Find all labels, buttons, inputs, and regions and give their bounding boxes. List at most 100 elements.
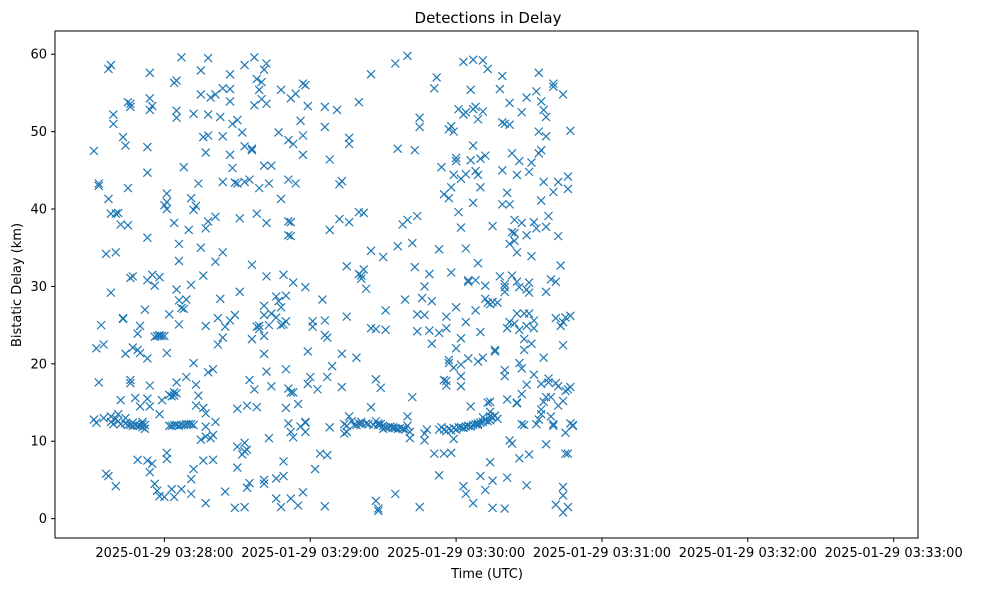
data-point: [553, 231, 563, 241]
data-point: [475, 327, 485, 337]
data-point: [475, 471, 485, 481]
data-point: [145, 68, 155, 78]
data-point: [366, 402, 376, 412]
data-point: [125, 378, 135, 388]
data-point: [352, 353, 361, 363]
data-point: [300, 427, 310, 437]
data-point: [300, 282, 310, 292]
data-point: [456, 333, 466, 343]
data-point: [366, 246, 376, 256]
data-point: [104, 64, 113, 74]
data-point: [240, 502, 250, 512]
data-point: [286, 388, 296, 397]
data-point: [298, 487, 308, 497]
data-point: [478, 107, 488, 116]
data-point: [471, 166, 480, 176]
data-point: [208, 430, 218, 440]
data-point: [164, 309, 174, 319]
data-point: [461, 317, 471, 327]
data-point: [466, 155, 476, 165]
data-point: [313, 384, 322, 394]
data-point: [276, 85, 286, 95]
data-point: [249, 100, 259, 110]
data-point: [252, 74, 262, 84]
data-point: [558, 482, 568, 492]
data-point: [196, 90, 206, 99]
y-tick-label: 60: [30, 48, 47, 63]
data-point: [232, 442, 242, 452]
data-point: [281, 316, 291, 326]
data-point: [551, 277, 561, 287]
data-point: [371, 496, 381, 506]
data-point: [201, 432, 211, 442]
data-point: [140, 305, 150, 315]
data-point: [466, 85, 476, 95]
data-point: [544, 377, 553, 387]
data-point: [145, 381, 155, 390]
data-point: [500, 279, 510, 289]
data-point: [225, 97, 235, 106]
data-point: [232, 404, 242, 414]
data-point: [123, 220, 133, 230]
data-point: [230, 178, 240, 188]
data-point: [342, 261, 352, 271]
data-point: [502, 473, 512, 483]
data-point: [529, 323, 539, 333]
data-point: [116, 395, 126, 405]
data-point: [232, 463, 242, 472]
data-point: [147, 101, 157, 111]
data-point: [412, 309, 422, 319]
data-point: [563, 449, 573, 459]
x-axis: 2025-01-29 03:28:00 2025-01-29 03:29:00 20…: [95, 538, 963, 561]
data-point: [373, 506, 383, 516]
data-point: [490, 347, 500, 356]
data-point: [194, 391, 203, 401]
data-point: [94, 181, 104, 191]
data-point: [259, 310, 269, 320]
data-point: [235, 287, 245, 297]
data-point: [461, 169, 471, 179]
data-point: [483, 416, 493, 426]
data-point: [240, 141, 250, 151]
data-point: [142, 233, 152, 243]
data-point: [125, 102, 135, 112]
data-point: [407, 392, 417, 402]
x-tick-label: 2025-01-29 03:32:00: [679, 546, 817, 561]
data-point: [546, 392, 556, 402]
data-point: [410, 145, 420, 155]
data-point: [556, 321, 566, 331]
data-point: [262, 99, 271, 109]
data-point: [534, 415, 544, 424]
data-point: [471, 306, 480, 315]
data-point: [245, 478, 254, 488]
data-point: [403, 421, 412, 431]
data-point: [259, 65, 269, 75]
data-point: [325, 155, 335, 164]
data-point: [551, 500, 561, 510]
data-point: [349, 420, 359, 430]
data-point: [218, 83, 228, 93]
data-point: [271, 292, 281, 301]
data-point: [232, 179, 242, 188]
data-point: [488, 412, 498, 422]
data-point: [458, 481, 468, 491]
data-point: [215, 294, 225, 304]
data-point: [186, 489, 196, 499]
data-point: [466, 422, 476, 431]
data-point: [266, 309, 276, 318]
data-point: [94, 377, 104, 387]
data-point: [245, 375, 254, 385]
data-point: [393, 144, 403, 154]
data-point: [449, 170, 459, 180]
data-point: [104, 471, 113, 481]
data-point: [257, 77, 267, 87]
data-point: [548, 82, 558, 92]
data-point: [288, 139, 298, 149]
data-point: [203, 53, 213, 63]
data-point: [449, 434, 459, 444]
data-point: [522, 480, 532, 490]
data-point: [159, 331, 169, 341]
data-point: [378, 421, 388, 431]
data-point: [228, 119, 237, 129]
data-point: [468, 55, 478, 65]
